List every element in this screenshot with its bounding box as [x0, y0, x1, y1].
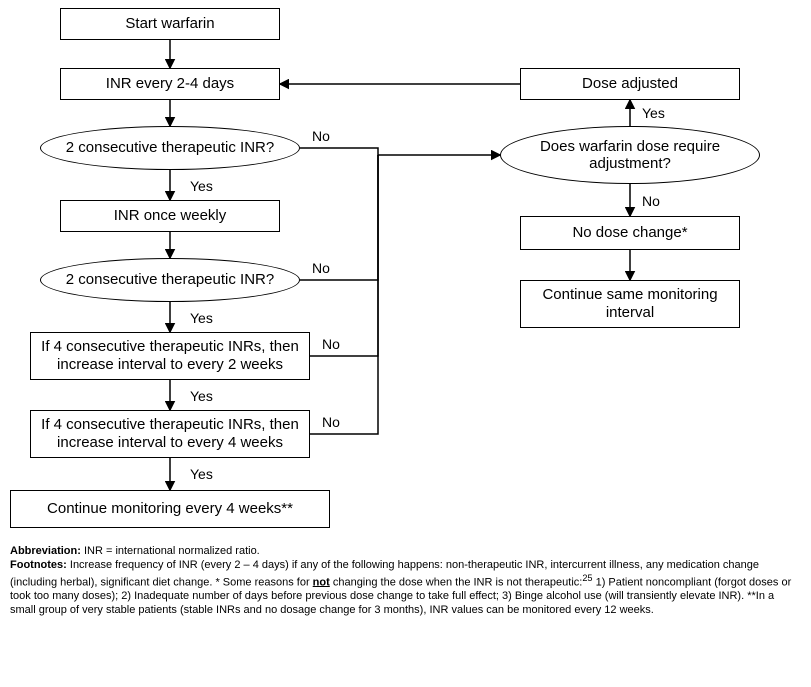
node-q1: 2 consecutive therapeutic INR? [40, 126, 300, 170]
node-qDose-label: Does warfarin dose require adjustment? [511, 138, 749, 173]
node-fourB: If 4 consecutive therapeutic INRs, then … [30, 410, 310, 458]
node-weekly-label: INR once weekly [114, 207, 227, 225]
node-fourA: If 4 consecutive therapeutic INRs, then … [30, 332, 310, 380]
node-q1-label: 2 consecutive therapeutic INR? [66, 139, 274, 156]
node-cont4: Continue monitoring every 4 weeks** [10, 490, 330, 528]
node-qDose: Does warfarin dose require adjustment? [500, 126, 760, 184]
node-fourA-label: If 4 consecutive therapeutic INRs, then … [37, 338, 303, 374]
node-inr24-label: INR every 2-4 days [106, 75, 234, 93]
foot-text-2: changing the dose when the INR is not th… [330, 576, 583, 588]
edge-10 [310, 155, 378, 434]
node-weekly: INR once weekly [60, 200, 280, 232]
node-noChange: No dose change* [520, 216, 740, 250]
abbrev-text: INR = international normalized ratio. [81, 545, 260, 557]
edge-10-label: No [320, 414, 342, 430]
edge-5-label: Yes [188, 388, 215, 404]
node-doseAdj-label: Dose adjusted [582, 75, 678, 93]
edge-8-label: No [310, 260, 332, 276]
edge-9-label: No [320, 336, 342, 352]
foot-not: not [313, 576, 330, 588]
node-inr24: INR every 2-4 days [60, 68, 280, 100]
edge-4-label: Yes [188, 310, 215, 326]
edge-11-label: Yes [640, 105, 667, 121]
node-q2: 2 consecutive therapeutic INR? [40, 258, 300, 302]
node-start-label: Start warfarin [125, 15, 214, 33]
node-fourB-label: If 4 consecutive therapeutic INRs, then … [37, 416, 303, 452]
node-doseAdj: Dose adjusted [520, 68, 740, 100]
node-contSame-label: Continue same monitoring interval [527, 286, 733, 322]
node-q2-label: 2 consecutive therapeutic INR? [66, 271, 274, 288]
node-noChange-label: No dose change* [572, 224, 687, 242]
flowchart-canvas: Start warfarin INR every 2-4 days 2 consec… [0, 0, 811, 687]
footnotes: Abbreviation: INR = international normal… [10, 545, 801, 617]
edge-7-label: No [310, 128, 332, 144]
node-contSame: Continue same monitoring interval [520, 280, 740, 328]
node-start: Start warfarin [60, 8, 280, 40]
edge-6-label: Yes [188, 466, 215, 482]
edge-7 [300, 148, 500, 155]
foot-label: Footnotes: [10, 559, 67, 571]
node-cont4-label: Continue monitoring every 4 weeks** [47, 500, 293, 518]
abbrev-label: Abbreviation: [10, 545, 81, 557]
edge-2-label: Yes [188, 178, 215, 194]
edge-9 [310, 155, 378, 356]
edge-13-label: No [640, 193, 662, 209]
foot-sup: 25 [582, 573, 592, 583]
